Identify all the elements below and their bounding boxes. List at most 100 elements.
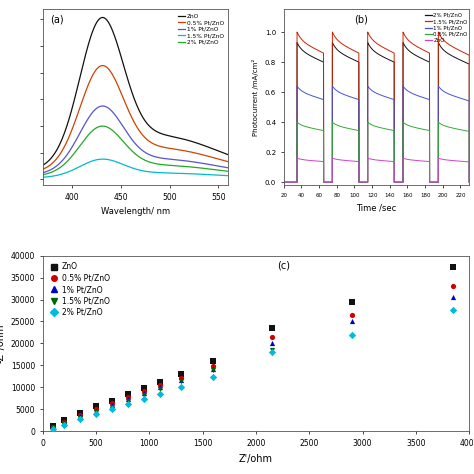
1.5% Pt/ZnO	[92, 409, 100, 416]
1% Pt/ZnO	[100, 103, 106, 109]
Line: 0.5% Pt/ZnO: 0.5% Pt/ZnO	[284, 122, 469, 182]
1% Pt/ZnO	[419, 94, 424, 100]
1.5% Pt/ZnO	[399, 179, 404, 185]
1.5% Pt/ZnO	[281, 179, 287, 185]
2% Pt/ZnO	[419, 55, 424, 61]
1% Pt/ZnO	[156, 383, 164, 391]
1.5% Pt/ZnO	[180, 171, 185, 176]
Line: 0.5% Pt/ZnO: 0.5% Pt/ZnO	[43, 65, 228, 169]
ZnO	[329, 155, 335, 161]
1% Pt/ZnO	[49, 424, 57, 431]
0.5% Pt/ZnO	[177, 374, 185, 382]
1% Pt/ZnO	[140, 389, 148, 397]
2% Pt/ZnO	[60, 421, 68, 428]
1.5% Pt/ZnO	[225, 173, 231, 179]
2% Pt/ZnO	[164, 162, 170, 168]
1% Pt/ZnO	[348, 94, 354, 100]
1.5% Pt/ZnO	[40, 174, 46, 180]
ZnO	[156, 378, 164, 386]
2% Pt/ZnO	[177, 383, 185, 390]
Text: (b): (b)	[354, 15, 368, 25]
1% Pt/ZnO	[180, 158, 185, 164]
2% Pt/ZnO	[92, 410, 100, 418]
Line: ZnO: ZnO	[284, 158, 469, 182]
1% Pt/ZnO	[149, 153, 155, 159]
ZnO	[124, 73, 130, 79]
Line: 2% Pt/ZnO: 2% Pt/ZnO	[284, 43, 469, 182]
1% Pt/ZnO	[399, 179, 404, 185]
Line: 1.5% Pt/ZnO: 1.5% Pt/ZnO	[284, 32, 469, 182]
1.5% Pt/ZnO	[466, 179, 472, 185]
1% Pt/ZnO	[73, 138, 78, 144]
0.5% Pt/ZnO	[348, 126, 354, 132]
0.5% Pt/ZnO	[225, 159, 231, 164]
Line: 1% Pt/ZnO: 1% Pt/ZnO	[43, 106, 228, 173]
Line: 1% Pt/ZnO: 1% Pt/ZnO	[284, 86, 469, 182]
Line: 1.5% Pt/ZnO: 1.5% Pt/ZnO	[43, 159, 228, 177]
1.5% Pt/ZnO	[419, 46, 424, 52]
2% Pt/ZnO	[210, 374, 217, 381]
ZnO	[164, 132, 170, 138]
0.5% Pt/ZnO	[108, 400, 116, 407]
0.5% Pt/ZnO	[399, 179, 404, 185]
2% Pt/ZnO	[348, 55, 354, 61]
ZnO	[73, 92, 78, 98]
ZnO	[428, 179, 434, 185]
1.5% Pt/ZnO	[76, 414, 84, 421]
0.5% Pt/ZnO	[268, 333, 276, 341]
Legend: 2% Pt/ZnO, 1.5% Pt/ZnO, 1% Pt/ZnO, 0.5% Pt/ZnO, ZnO: 2% Pt/ZnO, 1.5% Pt/ZnO, 1% Pt/ZnO, 0.5% …	[425, 12, 468, 44]
Line: ZnO: ZnO	[43, 18, 228, 165]
1.5% Pt/ZnO	[149, 169, 155, 175]
ZnO	[124, 390, 132, 397]
1% Pt/ZnO	[164, 156, 170, 162]
2% Pt/ZnO	[124, 401, 132, 408]
ZnO	[40, 163, 46, 168]
1.5% Pt/ZnO	[156, 385, 164, 392]
2% Pt/ZnO	[180, 164, 185, 169]
ZnO	[60, 417, 68, 424]
1% Pt/ZnO	[88, 112, 93, 118]
2% Pt/ZnO	[428, 179, 434, 185]
1.5% Pt/ZnO	[210, 366, 217, 374]
2% Pt/ZnO	[329, 40, 335, 46]
1% Pt/ZnO	[76, 412, 84, 420]
2% Pt/ZnO	[140, 395, 148, 402]
1% Pt/ZnO	[124, 395, 132, 402]
0.5% Pt/ZnO	[40, 166, 46, 172]
0.5% Pt/ZnO	[428, 179, 434, 185]
ZnO	[290, 179, 296, 185]
2% Pt/ZnO	[88, 130, 93, 136]
1.5% Pt/ZnO	[290, 179, 296, 185]
Line: 2% Pt/ZnO: 2% Pt/ZnO	[43, 126, 228, 175]
0.5% Pt/ZnO	[92, 405, 100, 413]
0.5% Pt/ZnO	[156, 382, 164, 389]
1.5% Pt/ZnO	[140, 391, 148, 399]
X-axis label: Z'/ohm: Z'/ohm	[239, 454, 273, 464]
1% Pt/ZnO	[225, 165, 231, 171]
ZnO	[348, 158, 354, 164]
ZnO	[449, 263, 457, 270]
0.5% Pt/ZnO	[164, 145, 170, 151]
1.5% Pt/ZnO	[428, 179, 434, 185]
2% Pt/ZnO	[466, 179, 472, 185]
X-axis label: Time /sec: Time /sec	[356, 203, 397, 212]
1% Pt/ZnO	[281, 179, 287, 185]
2% Pt/ZnO	[108, 406, 116, 413]
ZnO	[391, 159, 396, 164]
0.5% Pt/ZnO	[124, 104, 130, 109]
2% Pt/ZnO	[281, 179, 287, 185]
ZnO	[149, 126, 155, 131]
0.5% Pt/ZnO	[76, 411, 84, 419]
0.5% Pt/ZnO	[449, 283, 457, 290]
1.5% Pt/ZnO	[268, 346, 276, 354]
ZnO	[399, 179, 404, 185]
0.5% Pt/ZnO	[348, 311, 356, 319]
2% Pt/ZnO	[124, 143, 130, 148]
1.5% Pt/ZnO	[60, 420, 68, 428]
1% Pt/ZnO	[449, 293, 457, 301]
2% Pt/ZnO	[290, 179, 296, 185]
1% Pt/ZnO	[348, 318, 356, 325]
0.5% Pt/ZnO	[329, 119, 335, 125]
0.5% Pt/ZnO	[180, 147, 185, 153]
0.5% Pt/ZnO	[73, 118, 78, 123]
